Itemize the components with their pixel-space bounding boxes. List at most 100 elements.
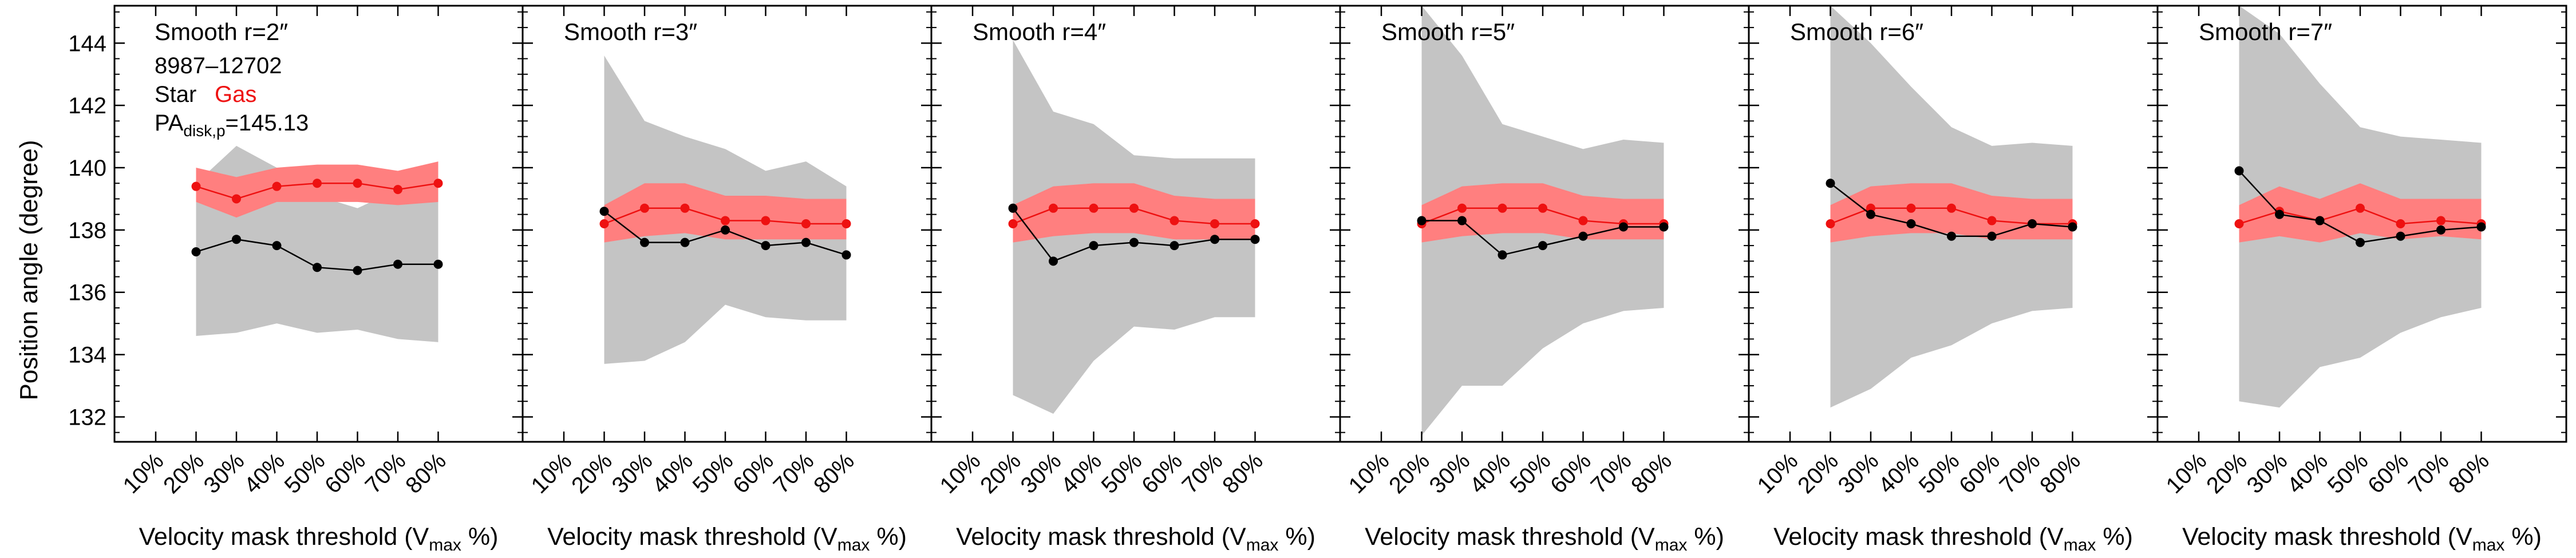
gas-point xyxy=(801,219,811,228)
x-tick-label: 50% xyxy=(280,448,330,498)
gas-point xyxy=(1210,219,1219,228)
gas-point xyxy=(1129,203,1139,213)
star-point xyxy=(1250,235,1260,244)
x-axis-label: Velocity mask threshold (Vmax %) xyxy=(547,523,907,555)
gas-point xyxy=(761,216,771,225)
panels: 13213413613814014214410%20%30%40%50%60%7… xyxy=(68,5,2567,555)
info-block: 8987–12702 Star Gas PAdisk,p=145.13 xyxy=(155,53,309,140)
x-tick-label: 30% xyxy=(1016,448,1066,498)
gas-point xyxy=(1457,203,1467,213)
x-tick-label: 80% xyxy=(1218,448,1268,498)
x-tick-label: 60% xyxy=(1546,448,1596,498)
panel-1: 132 134 136 138 140 142 144 10%20%30%40%50%60%7… xyxy=(68,5,524,555)
pa-value: =145.13 xyxy=(226,110,309,136)
panel-title: Smooth r=4″ xyxy=(973,18,1106,45)
gas-band xyxy=(1421,183,1664,243)
gas-point xyxy=(599,219,609,228)
gas-point xyxy=(272,181,282,191)
star-point xyxy=(2356,238,2365,247)
x-axis-label-tail: %) xyxy=(1687,523,1724,551)
y-tick-label: 134 xyxy=(68,343,106,368)
gas-point xyxy=(1947,203,1956,213)
star-point xyxy=(2396,231,2405,241)
legend-star: Star xyxy=(155,82,196,107)
plot-area xyxy=(191,145,443,342)
pa-label: PAdisk,p=145.13 xyxy=(155,110,309,140)
star-point xyxy=(1498,250,1507,260)
x-axis-label-tail: %) xyxy=(461,523,499,551)
pa-sub: disk,p xyxy=(183,122,225,140)
x-tick-label: 50% xyxy=(1097,448,1147,498)
star-point xyxy=(599,207,609,216)
panel-title: Smooth r=7″ xyxy=(2199,18,2332,45)
panel-4: 10%20%30%40%50%60%70%80% Smooth r=5″ Veloc… xyxy=(1339,5,1750,555)
x-axis-label-main: Velocity mask threshold (V xyxy=(1365,523,1655,551)
gas-band xyxy=(2239,183,2482,243)
x-axis-label: Velocity mask threshold (Vmax %) xyxy=(2182,523,2542,555)
x-tick-label: 60% xyxy=(1137,448,1187,498)
x-tick-label: 60% xyxy=(2363,448,2413,498)
x-axis-label-sub: max xyxy=(2064,536,2096,555)
x-tick-label: 70% xyxy=(2404,448,2454,498)
x-axis-label-sub: max xyxy=(429,536,461,555)
star-point xyxy=(191,247,201,256)
x-tick-label: 30% xyxy=(199,448,250,498)
x-axis-label: Velocity mask threshold (Vmax %) xyxy=(956,523,1315,555)
panel-6: 10%20%30%40%50%60%70%80% Smooth r=7″ Veloc… xyxy=(2156,5,2567,555)
x-tick-label: 70% xyxy=(1995,448,2045,498)
gas-band xyxy=(604,183,847,243)
gas-point xyxy=(640,203,649,213)
star-point xyxy=(1659,222,1669,232)
x-tick-label: 70% xyxy=(1178,448,1228,498)
panel-title: Smooth r=2″ xyxy=(155,18,288,45)
x-axis-label-tail: %) xyxy=(2504,523,2542,551)
x-axis-label-sub: max xyxy=(1246,536,1279,555)
gas-point xyxy=(191,181,201,191)
star-point xyxy=(2436,225,2445,235)
star-point xyxy=(1578,231,1588,241)
x-tick-label: 10% xyxy=(1344,448,1394,498)
star-point xyxy=(640,238,649,247)
star-point xyxy=(761,241,771,251)
gas-band xyxy=(196,161,438,218)
x-tick-label: 10% xyxy=(527,448,577,498)
x-tick-label: 10% xyxy=(1753,448,1803,498)
x-tick-label: 40% xyxy=(2282,448,2333,498)
gas-point xyxy=(1498,203,1507,213)
x-tick-label: 60% xyxy=(1954,448,2005,498)
x-tick-label: 50% xyxy=(1914,448,1965,498)
x-tick-label: 70% xyxy=(361,448,411,498)
x-axis-label-sub: max xyxy=(2472,536,2505,555)
panel-5: 10%20%30%40%50%60%70%80% Smooth r=6″ Veloc… xyxy=(1748,5,2159,555)
x-axis-label-main: Velocity mask threshold (V xyxy=(547,523,837,551)
x-tick-label: 20% xyxy=(159,448,209,498)
star-point xyxy=(1906,219,1916,228)
x-tick-label: 10% xyxy=(118,448,169,498)
panel-title: Smooth r=3″ xyxy=(564,18,697,45)
x-tick-label: 70% xyxy=(1586,448,1637,498)
x-tick-label: 80% xyxy=(2035,448,2085,498)
y-tick-label: 138 xyxy=(68,218,106,243)
gas-point xyxy=(2436,216,2445,225)
x-tick-label: 20% xyxy=(567,448,617,498)
legend-gas: Gas xyxy=(215,82,256,107)
x-tick-label: 50% xyxy=(688,448,738,498)
star-point xyxy=(1866,209,1875,219)
panel-title: Smooth r=5″ xyxy=(1381,18,1515,45)
plot-area xyxy=(2234,6,2486,408)
gas-point xyxy=(433,179,443,188)
panel-2: 10%20%30%40%50%60%70%80% Smooth r=3″ Veloc… xyxy=(521,5,933,555)
x-tick-label: 40% xyxy=(239,448,290,498)
plot-area xyxy=(599,56,851,364)
star-point xyxy=(1170,241,1179,251)
star-point xyxy=(1457,216,1467,225)
star-point xyxy=(680,238,690,247)
gas-point xyxy=(680,203,690,213)
x-tick-label: 20% xyxy=(1384,448,1435,498)
x-axis-label-sub: max xyxy=(837,536,870,555)
x-axis-label-main: Velocity mask threshold (V xyxy=(2182,523,2472,551)
x-axis-label: Velocity mask threshold (Vmax %) xyxy=(1365,523,1724,555)
gas-point xyxy=(1578,216,1588,225)
star-point xyxy=(1826,179,1835,188)
